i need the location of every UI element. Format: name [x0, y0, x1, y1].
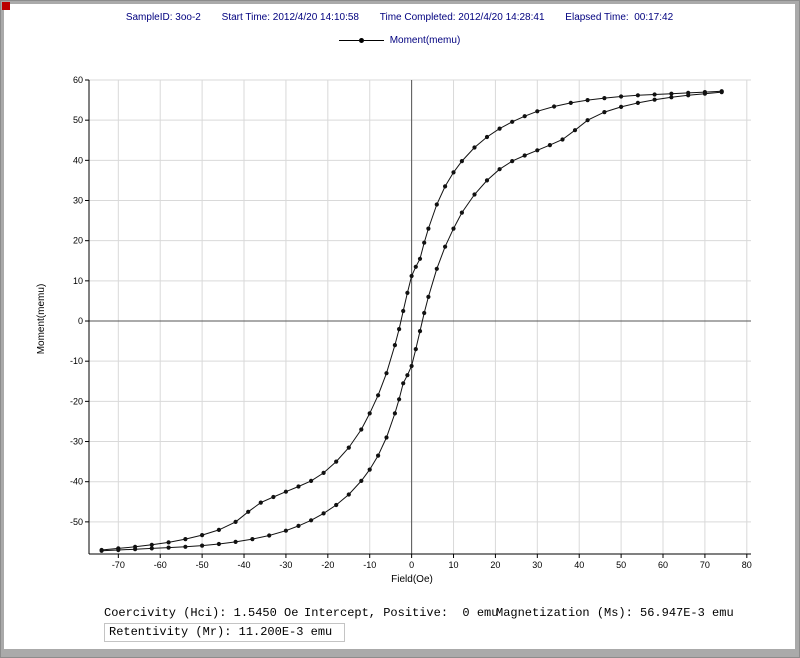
time-completed-text: Time Completed: 2012/4/20 14:28:41 [379, 12, 545, 23]
magnetization-text: Magnetization (Ms): 56.947E-3 emu [496, 606, 734, 620]
svg-text:-20: -20 [321, 560, 334, 570]
svg-text:-20: -20 [70, 396, 83, 406]
start-time-text: Start Time: 2012/4/20 14:10:58 [221, 12, 359, 23]
svg-text:0: 0 [409, 560, 414, 570]
legend: Moment(memu) [4, 35, 795, 46]
svg-text:-10: -10 [70, 356, 83, 366]
svg-text:-50: -50 [196, 560, 209, 570]
elapsed-time-text: Elapsed Time: 00:17:42 [565, 12, 674, 23]
svg-text:-30: -30 [279, 560, 292, 570]
legend-label: Moment(memu) [389, 35, 461, 46]
svg-text:-40: -40 [70, 477, 83, 487]
svg-text:-10: -10 [363, 560, 376, 570]
chart-page: SampleID: 3oo-2 Start Time: 2012/4/20 14… [4, 4, 795, 649]
svg-text:50: 50 [73, 115, 83, 125]
x-axis-label: Field(Oe) [391, 574, 433, 585]
svg-text:60: 60 [658, 560, 668, 570]
svg-text:70: 70 [700, 560, 710, 570]
svg-text:20: 20 [73, 236, 83, 246]
svg-text:20: 20 [490, 560, 500, 570]
retentivity-text: Retentivity (Mr): 11.200E-3 emu [104, 623, 346, 642]
svg-text:10: 10 [449, 560, 459, 570]
intercept-text: Intercept, Positive: 0 emu [304, 606, 499, 620]
svg-text:-50: -50 [70, 517, 83, 527]
window-corner-marker [2, 2, 10, 10]
svg-text:60: 60 [73, 75, 83, 85]
header-bar: SampleID: 3oo-2 Start Time: 2012/4/20 14… [4, 12, 795, 23]
hysteresis-plot: -70 -60 -50 -40 -30 -20 -10 0 10 20 30 40 50 60 70 80 -5… [70, 75, 752, 570]
svg-text:10: 10 [73, 276, 83, 286]
svg-text:40: 40 [73, 155, 83, 165]
svg-text:-40: -40 [238, 560, 251, 570]
legend-line-icon [338, 38, 384, 43]
svg-text:-30: -30 [70, 437, 83, 447]
svg-text:0: 0 [78, 316, 83, 326]
svg-text:80: 80 [742, 560, 752, 570]
coercivity-text: Coercivity (Hci): 1.5450 Oe [104, 606, 299, 620]
results-footer: Coercivity (Hci): 1.5450 Oe Intercept, P… [4, 4, 795, 649]
svg-text:-70: -70 [112, 560, 125, 570]
svg-text:30: 30 [532, 560, 542, 570]
svg-text:40: 40 [574, 560, 584, 570]
svg-text:-60: -60 [154, 560, 167, 570]
svg-text:50: 50 [616, 560, 626, 570]
sample-id-text: SampleID: 3oo-2 [125, 12, 201, 23]
legend-marker-icon [358, 38, 364, 43]
svg-text:30: 30 [73, 196, 83, 206]
